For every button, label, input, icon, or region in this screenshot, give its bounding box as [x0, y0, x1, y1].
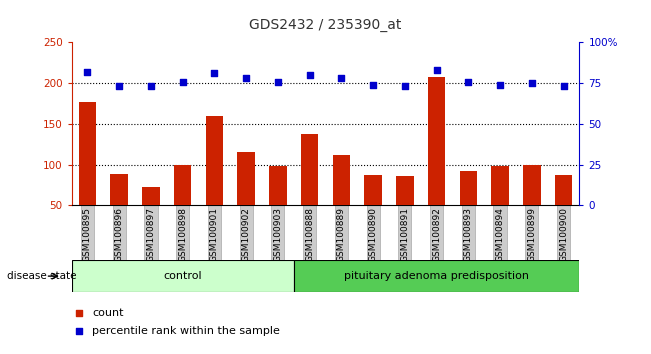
Point: [559, 84, 569, 89]
Point: [305, 72, 315, 78]
Text: pituitary adenoma predisposition: pituitary adenoma predisposition: [344, 271, 529, 281]
Bar: [555, 175, 572, 205]
Text: control: control: [163, 271, 202, 281]
Bar: [428, 78, 445, 205]
Point: [178, 79, 188, 84]
Bar: [142, 187, 159, 205]
Bar: [174, 165, 191, 205]
Bar: [492, 166, 509, 205]
Bar: [523, 165, 540, 205]
Bar: [72, 260, 294, 292]
Text: percentile rank within the sample: percentile rank within the sample: [92, 326, 280, 336]
Bar: [301, 135, 318, 205]
Bar: [238, 152, 255, 205]
Bar: [206, 116, 223, 205]
Bar: [333, 155, 350, 205]
Point: [146, 84, 156, 89]
Bar: [365, 175, 382, 205]
Point: [368, 82, 378, 88]
Bar: [460, 171, 477, 205]
Point: [432, 67, 442, 73]
Bar: [269, 166, 286, 205]
Point: [241, 75, 251, 81]
Bar: [294, 260, 579, 292]
Text: GDS2432 / 235390_at: GDS2432 / 235390_at: [249, 18, 402, 32]
Point: [273, 79, 283, 84]
Point: [74, 310, 85, 316]
Text: count: count: [92, 308, 124, 318]
Point: [400, 84, 410, 89]
Bar: [396, 176, 413, 205]
Text: disease state: disease state: [7, 271, 76, 281]
Point: [495, 82, 505, 88]
Point: [82, 69, 92, 75]
Point: [527, 80, 537, 86]
Point: [114, 84, 124, 89]
Bar: [111, 175, 128, 205]
Bar: [79, 102, 96, 205]
Point: [74, 328, 85, 334]
Point: [336, 75, 346, 81]
Point: [209, 70, 219, 76]
Point: [463, 79, 473, 84]
